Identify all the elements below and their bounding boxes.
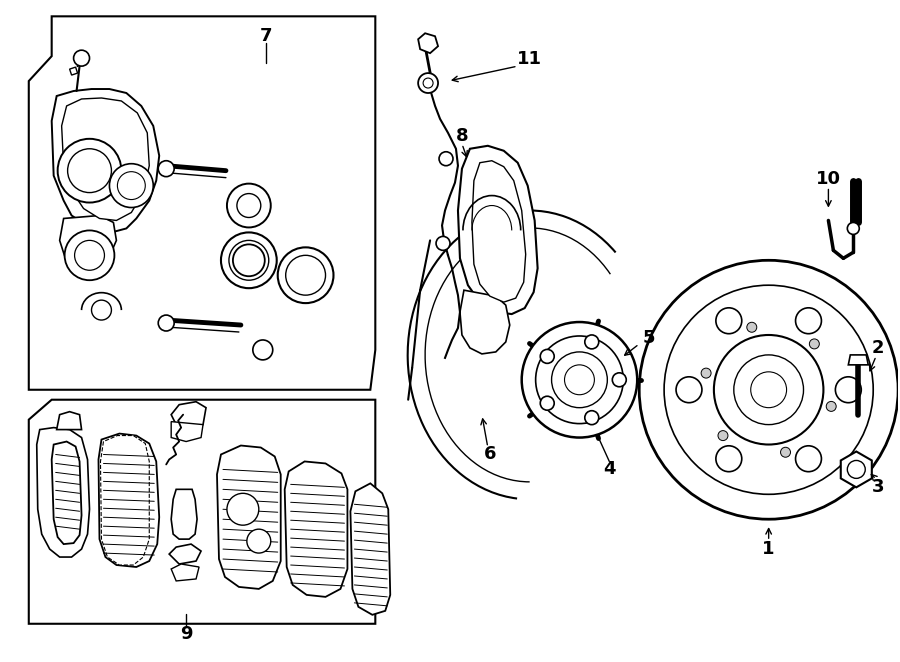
Circle shape [718,430,728,441]
Polygon shape [472,161,526,302]
Circle shape [664,285,873,495]
Circle shape [585,410,598,424]
Circle shape [540,397,554,410]
Circle shape [117,171,145,199]
Circle shape [75,240,104,270]
Text: 6: 6 [483,446,496,463]
Circle shape [835,377,861,402]
Polygon shape [51,442,82,544]
Circle shape [58,139,122,203]
Circle shape [676,377,702,402]
Polygon shape [458,146,537,314]
Circle shape [734,355,804,424]
Text: 3: 3 [872,479,885,496]
Circle shape [826,401,836,411]
Text: 5: 5 [643,329,655,347]
Circle shape [780,448,790,457]
Circle shape [423,78,433,88]
Polygon shape [171,489,197,539]
Circle shape [540,350,554,363]
Circle shape [796,308,822,334]
Polygon shape [350,483,391,615]
Text: 9: 9 [180,625,193,643]
Circle shape [278,248,334,303]
Circle shape [110,164,153,207]
Polygon shape [171,564,199,581]
Polygon shape [841,451,872,487]
Circle shape [847,222,860,234]
Polygon shape [460,290,509,354]
Circle shape [847,461,865,479]
Polygon shape [171,402,206,428]
Polygon shape [171,422,203,442]
Circle shape [68,149,112,193]
Text: 11: 11 [518,50,542,68]
Circle shape [253,340,273,360]
Circle shape [701,368,711,378]
Circle shape [418,73,438,93]
Polygon shape [29,400,375,624]
Circle shape [227,493,259,525]
Text: 8: 8 [455,127,468,145]
Polygon shape [98,434,159,567]
Circle shape [612,373,626,387]
Text: 4: 4 [603,460,616,479]
Circle shape [92,300,112,320]
Polygon shape [59,216,116,270]
Polygon shape [51,89,159,232]
Polygon shape [217,446,281,589]
Polygon shape [61,98,149,220]
Circle shape [714,335,824,444]
Polygon shape [37,428,89,557]
Circle shape [74,50,89,66]
Circle shape [552,352,608,408]
Circle shape [639,260,898,519]
Polygon shape [101,436,149,565]
Text: 10: 10 [816,169,841,187]
Text: 1: 1 [762,540,775,558]
Circle shape [221,232,276,288]
Circle shape [227,183,271,228]
Polygon shape [418,33,438,53]
Circle shape [522,322,637,438]
Polygon shape [69,67,77,75]
Circle shape [747,322,757,332]
Polygon shape [169,544,201,564]
Circle shape [436,236,450,250]
Circle shape [65,230,114,280]
Circle shape [809,339,819,349]
Circle shape [585,335,598,349]
Circle shape [158,161,175,177]
Polygon shape [284,461,347,597]
Text: 2: 2 [872,339,885,357]
Circle shape [796,446,822,472]
Polygon shape [29,17,375,390]
Circle shape [229,240,269,280]
Circle shape [716,308,742,334]
Circle shape [237,193,261,218]
Circle shape [247,529,271,553]
Circle shape [536,336,624,424]
Circle shape [285,256,326,295]
Text: 7: 7 [259,27,272,45]
Circle shape [564,365,594,395]
Polygon shape [849,355,868,365]
Circle shape [751,372,787,408]
Circle shape [439,152,453,166]
Polygon shape [57,412,82,430]
Circle shape [716,446,742,472]
Circle shape [158,315,175,331]
